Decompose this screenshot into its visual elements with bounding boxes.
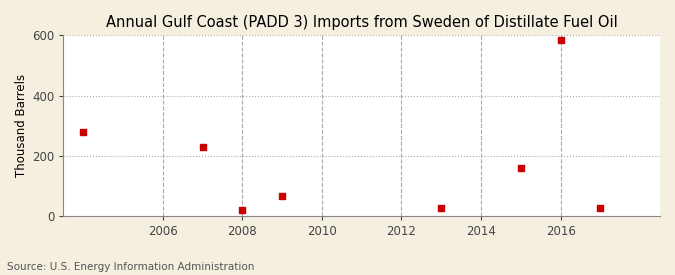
Title: Annual Gulf Coast (PADD 3) Imports from Sweden of Distillate Fuel Oil: Annual Gulf Coast (PADD 3) Imports from … (106, 15, 618, 30)
Point (277, 194, 288, 199)
Y-axis label: Thousand Barrels: Thousand Barrels (15, 74, 28, 177)
Text: Source: U.S. Energy Information Administration: Source: U.S. Energy Information Administ… (7, 262, 254, 272)
Point (237, 208, 248, 212)
Point (595, 206, 605, 211)
Point (516, 166, 526, 170)
Point (78, 130, 88, 134)
Point (436, 206, 447, 211)
Point (555, 38, 566, 42)
Point (197, 145, 208, 149)
